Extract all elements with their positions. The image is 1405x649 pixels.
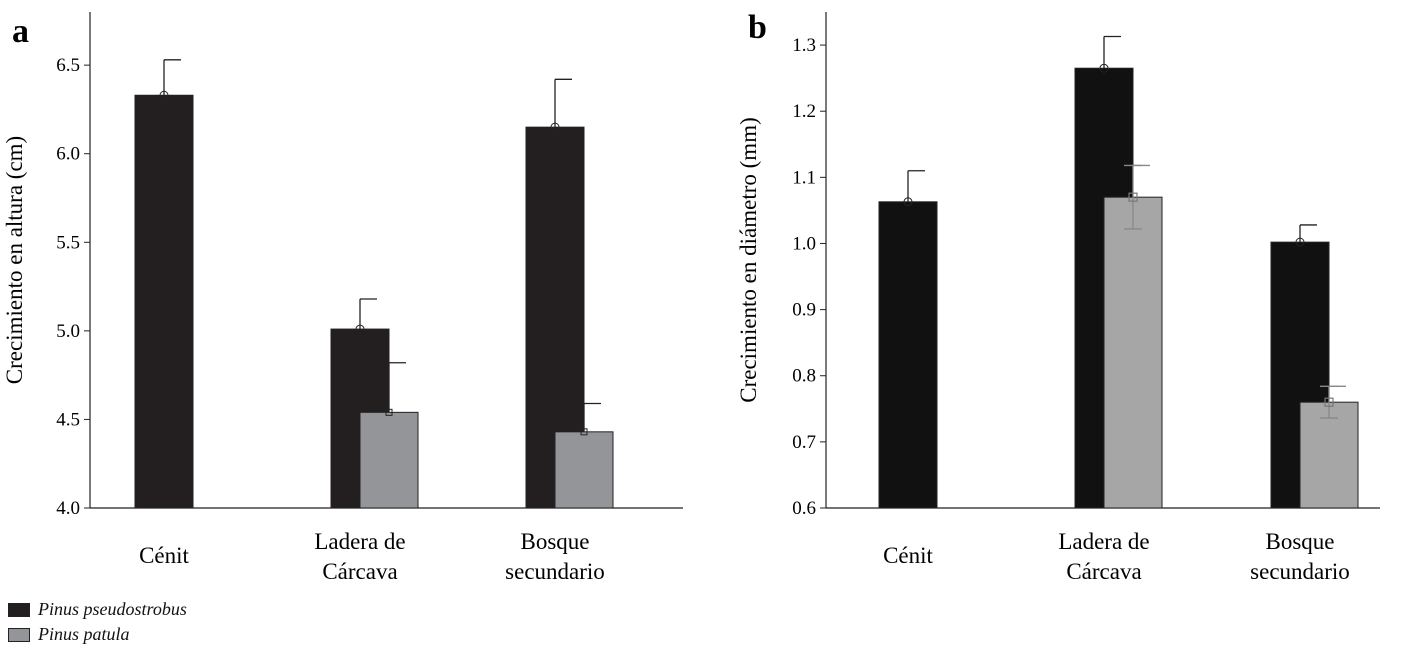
x-category-label: Cénit	[139, 543, 189, 568]
mean-marker	[903, 197, 913, 207]
bar-pseudostrobus	[878, 201, 938, 509]
mean-marker	[1099, 63, 1109, 73]
chart-panel-a: a 4.0 4.5 5.0 5.5 6.0 6.5 Crecimiento en altura…	[2, 12, 683, 584]
y-tick-label: 5.0	[56, 321, 80, 342]
y-tick-label: 6.5	[56, 55, 80, 76]
bar-patula	[359, 411, 419, 509]
bar-pseudostrobus	[134, 94, 194, 509]
y-tick-label: 5.5	[56, 232, 80, 253]
mean-marker	[1128, 192, 1138, 202]
legend-swatch-pseudostrobus	[8, 602, 30, 617]
x-category-label: Bosque secundario	[1250, 529, 1350, 584]
y-tick-label: 1.2	[792, 101, 816, 122]
legend-item-pseudostrobus: Pinus pseudostrobus	[8, 597, 187, 622]
legend-label-patula: Pinus patula	[38, 624, 130, 644]
chart-panel-b: b 0.6 0.7 0.8 0.9 1.0 1.1 1.2 1.3 Crecimiento en …	[736, 9, 1380, 584]
mean-marker	[550, 122, 560, 132]
y-tick-label: 0.9	[792, 300, 816, 321]
y-tick-label: 0.8	[792, 366, 816, 387]
panel-label-a: a	[12, 13, 29, 50]
legend-item-patula: Pinus patula	[8, 622, 187, 647]
y-tick-label: 1.0	[792, 233, 816, 254]
y-tick-label: 1.1	[792, 167, 816, 188]
bar-patula	[1103, 196, 1163, 509]
x-category-label: Bosque secundario	[505, 529, 605, 584]
y-tick-label: 6.0	[56, 144, 80, 165]
y-axis-title: Crecimiento en altura (cm)	[2, 136, 27, 384]
mean-marker	[355, 324, 365, 334]
y-tick-label: 4.0	[56, 498, 80, 519]
y-tick-label: 0.7	[792, 432, 816, 453]
legend: Pinus pseudostrobus Pinus patula	[8, 597, 187, 647]
y-axis-title: Crecimiento en diámetro (mm)	[736, 117, 761, 403]
bar-patula	[554, 431, 614, 509]
x-category-label: Cénit	[883, 543, 933, 568]
mean-marker	[580, 428, 588, 436]
y-tick-label: 0.6	[792, 498, 816, 519]
panel-label-b: b	[748, 9, 767, 46]
x-category-label: Ladera de Cárcava	[314, 529, 405, 584]
y-tick-label: 4.5	[56, 409, 80, 430]
legend-swatch-patula	[8, 627, 30, 642]
y-tick-label: 1.3	[792, 35, 816, 56]
mean-marker	[1295, 237, 1305, 247]
mean-marker	[385, 408, 393, 416]
mean-marker	[1324, 397, 1334, 407]
mean-marker	[159, 90, 169, 100]
legend-label-pseudostrobus: Pinus pseudostrobus	[38, 599, 187, 619]
x-category-label: Ladera de Cárcava	[1058, 529, 1149, 584]
